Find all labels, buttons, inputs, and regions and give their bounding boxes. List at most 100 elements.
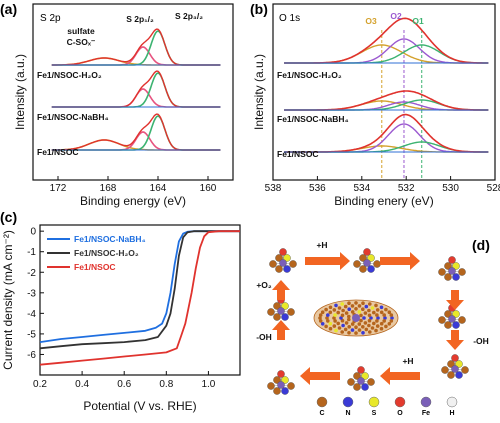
peak-component: [284, 38, 489, 64]
sheet-atom: [379, 321, 384, 326]
fragment-atom: [452, 321, 460, 329]
sheet-atom: [357, 310, 362, 314]
sheet-atom: [364, 304, 369, 309]
panel-c: (c) 0.2 0.4 0.6 0.8 1.0 0 -1 -2 -3 -4 -5 -6 Fe1/NSO…: [0, 209, 241, 413]
fragment-atom: [438, 316, 446, 324]
x-tick-label: 1.0: [201, 379, 215, 390]
legend-atom: [342, 396, 354, 408]
fragment-atom: [283, 265, 291, 273]
panel-c-y-title: Current density (mA cm⁻²): [1, 230, 15, 370]
fragment-atom: [281, 302, 289, 310]
sheet-atom: [357, 304, 362, 308]
sheet-atom: [318, 319, 323, 323]
fragment-atom: [444, 262, 452, 270]
panel-b-x-ticks: 538 536 534 532 530 528: [265, 176, 500, 194]
fragment-atom: [347, 378, 355, 386]
sheet-atom: [350, 310, 355, 314]
fragment-atom: [461, 366, 469, 374]
fragment-atom: [275, 265, 283, 273]
sheet-atom: [347, 317, 351, 322]
fragment-atom: [277, 381, 285, 389]
cycle-arrows: [272, 252, 464, 385]
sheet-atom: [344, 311, 349, 315]
panel-c-letter: (c): [0, 209, 17, 225]
sheet-atom: [363, 321, 368, 325]
panel-b-letter: (b): [250, 1, 268, 17]
fragment-atom: [269, 260, 277, 268]
fragment-atom: [353, 383, 361, 391]
fragment-atom: [451, 354, 459, 362]
x-tick-label: 0.8: [159, 379, 173, 390]
panel-b-x-title: Binding enery (eV): [334, 194, 433, 208]
sheet-atom: [390, 316, 394, 320]
sheet-atom: [367, 323, 371, 328]
o2-label: O2: [390, 11, 402, 21]
sheet-atom: [383, 316, 387, 320]
x-tick-label: 168: [100, 183, 117, 194]
sheet-atom: [382, 313, 387, 317]
sheet-atom: [361, 301, 365, 306]
sulfate-label: sulfate: [67, 26, 95, 36]
sheet-atom: [325, 316, 329, 320]
sheet-atom: [328, 326, 333, 331]
fragment-atom: [359, 265, 367, 273]
intermediate-fragments: [267, 248, 469, 395]
sheet-atom: [347, 307, 352, 312]
x-tick-label: 0.2: [33, 379, 47, 390]
fragment-atom: [283, 254, 291, 262]
arrow-label-plus-h-top: +H: [316, 240, 327, 250]
s2p32-label: S 2p₃/₂: [175, 11, 203, 21]
center-catalyst-sheet: [313, 299, 399, 337]
sheet-atom: [320, 310, 325, 315]
fragment-atom: [455, 360, 463, 368]
sheet-atom: [372, 321, 376, 326]
sheet-atom: [354, 331, 358, 335]
panel-b-series-label: Fe1/NSOC: [277, 149, 319, 159]
sheet-atom: [340, 313, 345, 318]
y-tick-label: -5: [27, 329, 36, 340]
sheet-atom: [336, 310, 341, 315]
sheet-atom: [374, 328, 378, 333]
arrow-up-left-2: [272, 280, 290, 300]
sheet-atom: [354, 325, 358, 330]
sheet-atom: [344, 321, 349, 325]
sheet-atom: [367, 318, 372, 323]
fragment-atom: [273, 313, 281, 321]
fragment-atom: [277, 370, 285, 378]
panel-a-series-label: Fe1/NSOC-NaBH₄: [37, 112, 109, 122]
panel-b-series-label: Fe1/NSOC-H₂O₂: [277, 70, 342, 80]
sheet-atom: [337, 306, 342, 310]
fragment-atom: [452, 262, 460, 270]
panel-b-curves: [284, 17, 489, 178]
fe-atom: [352, 314, 360, 322]
sheet-atom: [334, 303, 338, 308]
panel-d: (d) +H -OH +H -OH +O₂ C N S O Fe H: [256, 237, 490, 417]
x-tick-label: 528: [487, 183, 500, 194]
sheet-atom: [362, 316, 366, 320]
legend-atom: [394, 396, 406, 408]
sheet-atom: [376, 316, 380, 320]
x-tick-label: 172: [50, 183, 67, 194]
x-tick-label: 0.4: [75, 379, 89, 390]
legend-atom-label: C: [319, 410, 324, 417]
arrow-up-left: [272, 320, 290, 340]
sheet-atom: [333, 313, 337, 317]
panel-b-frame: [272, 3, 496, 181]
sheet-atom: [333, 319, 337, 323]
sheet-atom: [332, 324, 337, 328]
fragment-atom: [367, 378, 375, 386]
sheet-atom: [350, 328, 355, 332]
fragment-atom: [357, 377, 365, 385]
arrow-right-top-2: [380, 252, 420, 270]
panel-c-frame: [39, 224, 241, 376]
x-tick-label: 538: [265, 183, 282, 194]
sheet-atom: [336, 321, 341, 326]
fragment-atom: [279, 248, 287, 256]
panel-c-axes: 0.2 0.4 0.6 0.8 1.0 0 -1 -2 -3 -4 -5 -6: [27, 227, 216, 390]
arrow-down-right: [446, 290, 464, 310]
fragment-atom: [361, 372, 369, 380]
sheet-atom: [363, 311, 368, 315]
panel-a-curves: [51, 28, 221, 151]
sheet-atom: [364, 327, 369, 332]
legend-atom-label: N: [345, 410, 350, 417]
